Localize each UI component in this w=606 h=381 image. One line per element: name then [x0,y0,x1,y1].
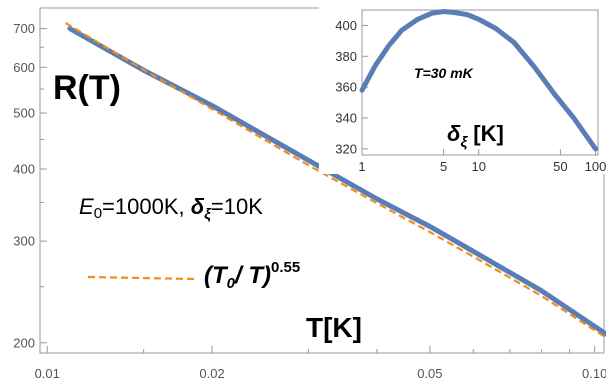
main-x-tick-label: 0.10 [582,366,606,381]
delta-value: =10K [211,194,263,219]
legend-exponent: 0.55 [271,259,300,276]
inset-x-tick-label: 10 [472,159,486,174]
main-y-tick-label: 200 [13,335,35,350]
main-y-tick-label: 700 [13,21,35,36]
inset-background [319,2,606,174]
inset-x-axis-title: δξ [K] [447,121,504,151]
legend-base: (T [204,262,229,289]
inset-x-subscript: ξ [460,134,468,151]
e0-subscript: 0 [94,205,102,222]
legend: (T0/ T)0.55 [87,259,300,292]
e0-value: =1000K, [102,194,191,219]
inset-y-tick-label: 340 [335,110,357,125]
legend-subscript: 0 [227,275,236,292]
inset-plot-frame [361,9,599,156]
inset-x-tick-label: 5 [440,159,447,174]
main-series-fit-dashed [64,22,606,339]
main-x-tick-label: 0.05 [417,366,442,381]
main-y-tick-label: 400 [13,161,35,176]
y-axis-title: R(T) [53,69,121,107]
inset-series-group [359,9,599,152]
legend-slash: / T) [234,262,271,289]
legend-dash-swatch [87,275,195,281]
inset-x-tick-label: 1 [358,159,365,174]
inset-x-unit: [K] [467,121,504,146]
main-series-group [64,22,606,339]
inset-y-tick-label: 380 [335,49,357,64]
delta-subscript: ξ [204,206,212,223]
inset-chart: 1 5 10 50 100 320 340 360 380 400 T=30 mK δξ [K] [319,2,606,174]
inset-y-tick-label: 320 [335,141,357,156]
main-y-tick-label: 500 [13,105,35,120]
x-axis-title: T[K] [306,312,362,343]
inset-y-tick-label: 400 [335,18,357,33]
main-y-tick-label: 300 [13,234,35,249]
inset-y-tick-label: 360 [335,80,357,95]
inset-x-tick-label: 50 [553,159,567,174]
main-x-tick-label: 0.01 [35,366,60,381]
inset-axes: 1 5 10 50 100 320 340 360 380 400 [335,18,606,174]
legend-label: (T0/ T)0.55 [204,259,300,292]
main-y-tick-label: 600 [13,60,35,75]
delta-symbol: δ [191,194,205,219]
inset-series-solid [359,9,599,152]
parameter-annotation: E0=1000K, δξ=10K [79,194,263,223]
inset-x-symbol: δ [447,121,461,146]
inset-x-tick-label: 100 [585,159,606,174]
e0-symbol: E [79,194,94,219]
inset-annotation: T=30 mK [414,65,474,81]
main-x-tick-label: 0.02 [199,366,224,381]
